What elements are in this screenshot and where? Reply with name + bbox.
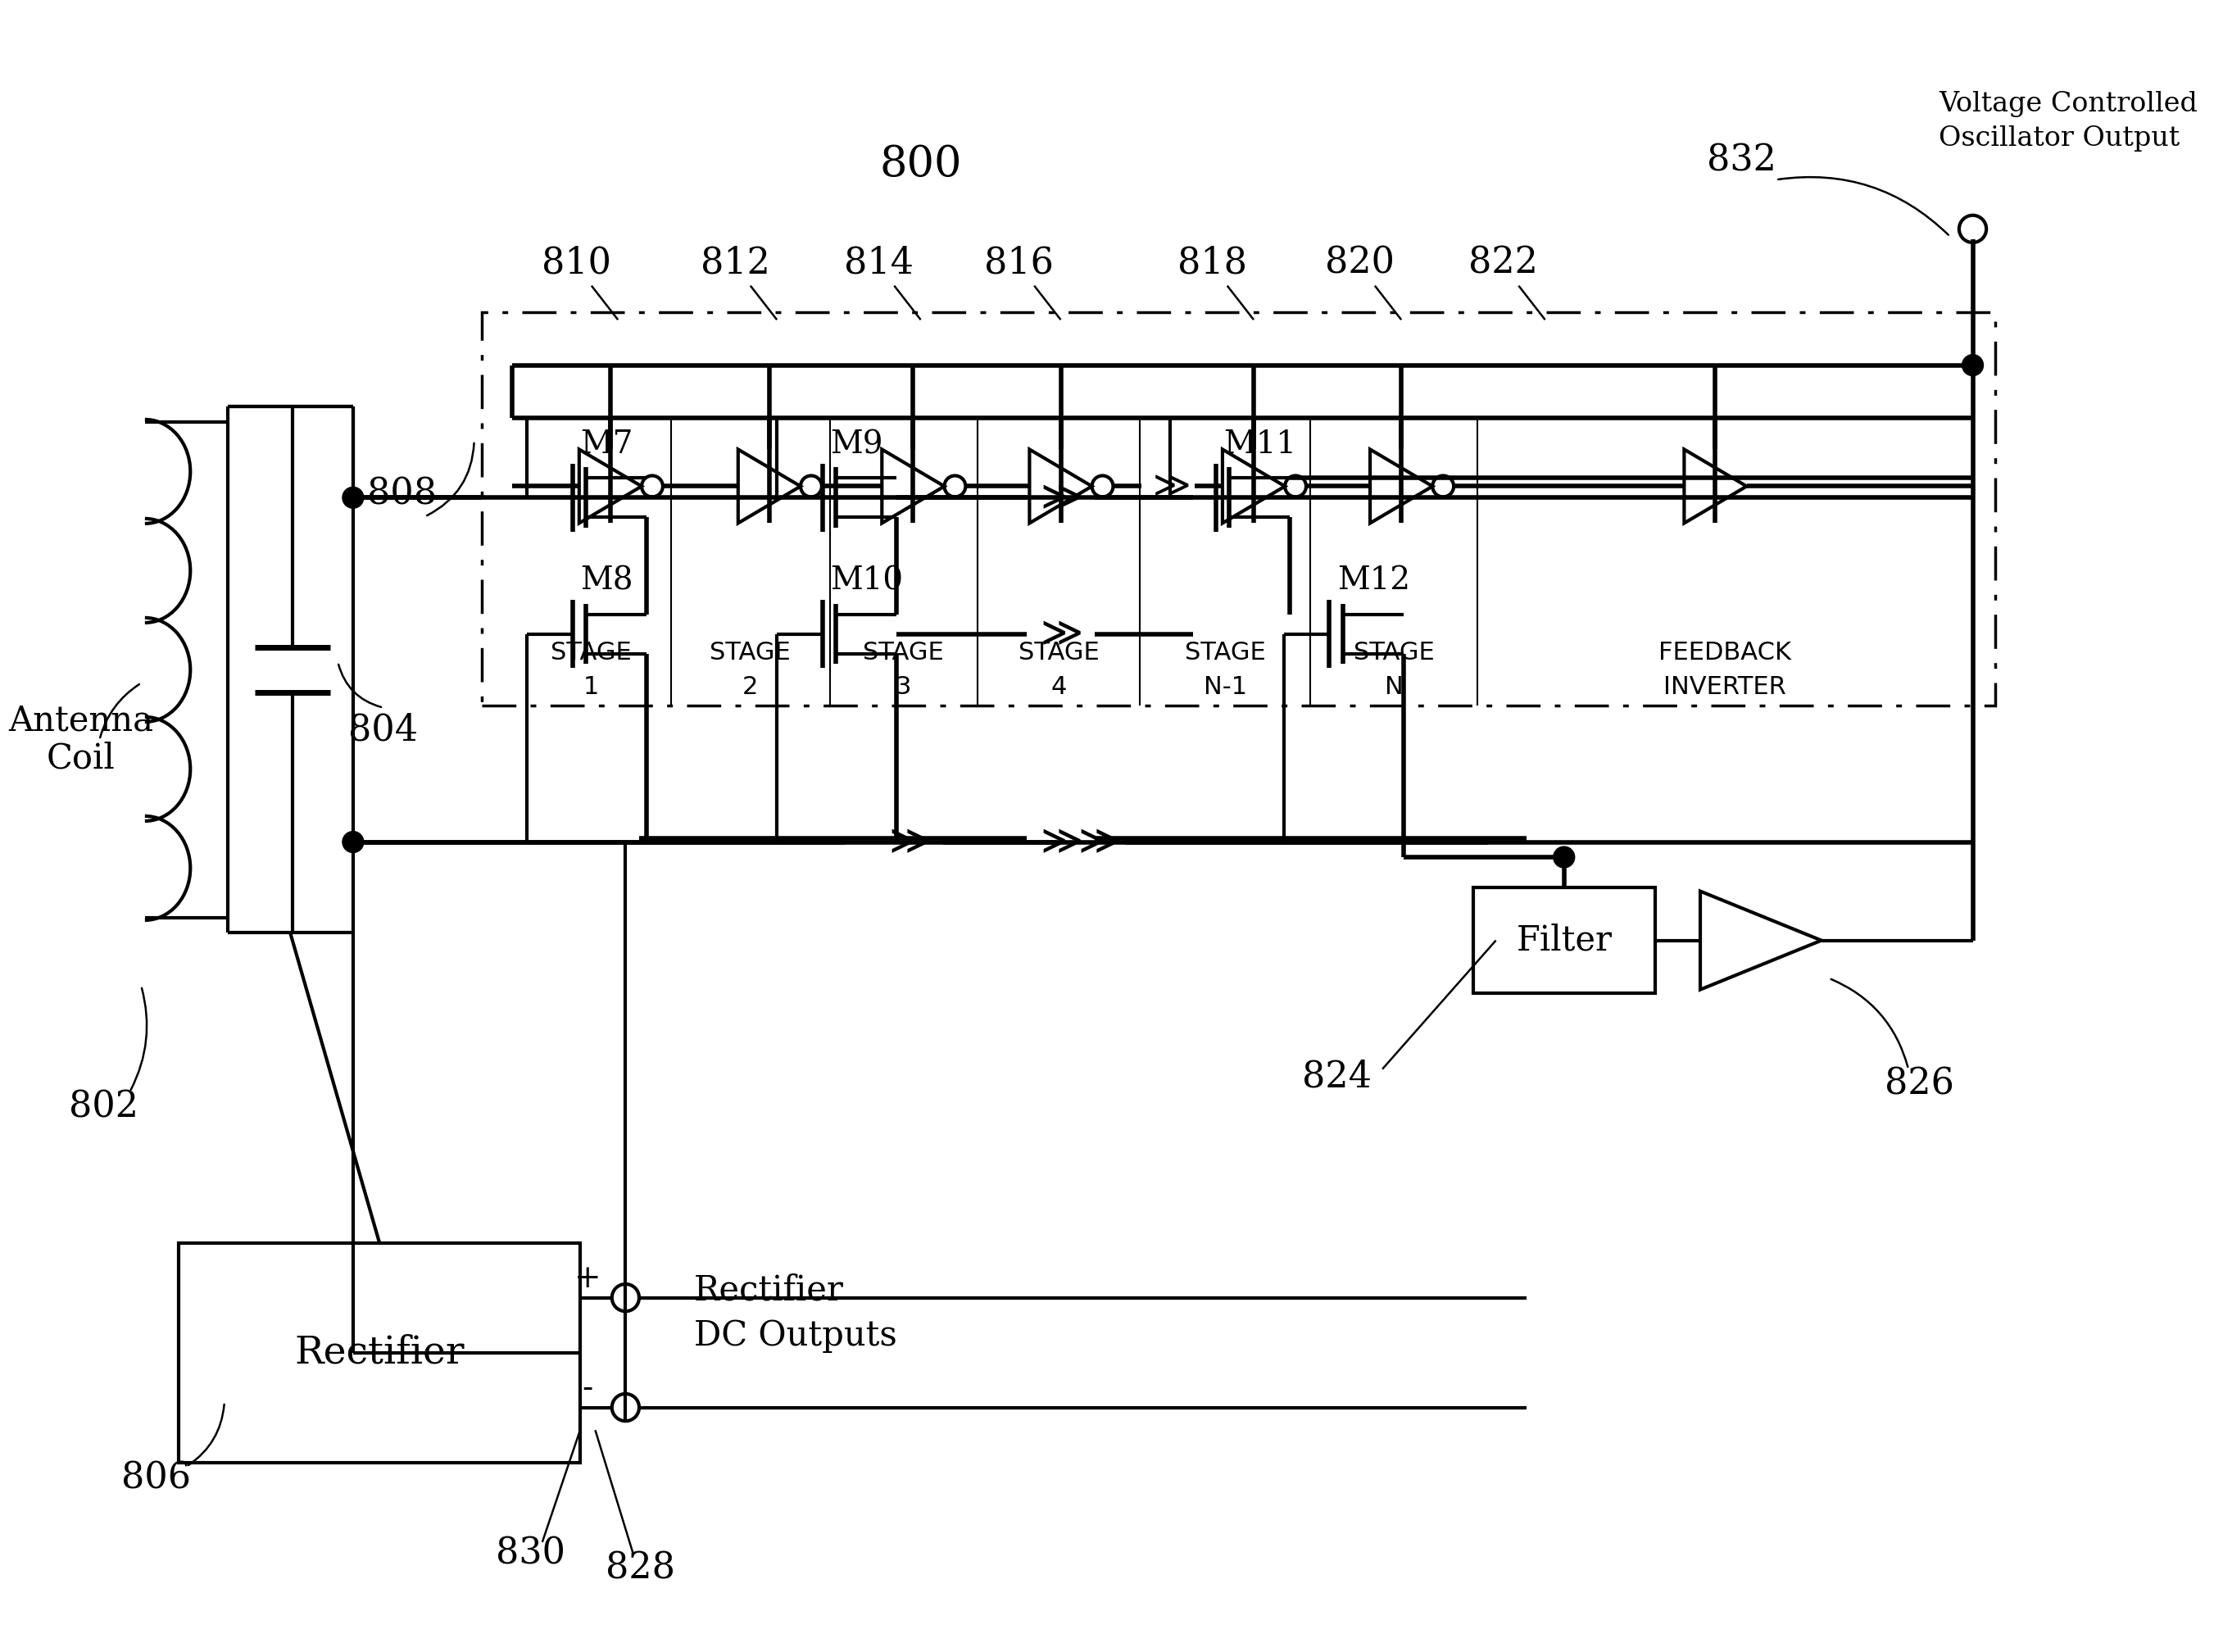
Text: STAGE: STAGE xyxy=(1353,641,1435,664)
Text: M12: M12 xyxy=(1337,565,1410,596)
Circle shape xyxy=(1962,355,1984,375)
Text: 820: 820 xyxy=(1324,244,1395,281)
Text: 832: 832 xyxy=(1707,144,1776,178)
Text: $\gg$: $\gg$ xyxy=(1069,823,1120,862)
FancyArrowPatch shape xyxy=(427,443,474,515)
Text: $\gg$: $\gg$ xyxy=(1032,615,1083,654)
Text: STAGE: STAGE xyxy=(551,641,631,664)
Text: N-1: N-1 xyxy=(1204,676,1246,699)
Text: Rectifier: Rectifier xyxy=(294,1335,465,1371)
Text: 804: 804 xyxy=(348,712,418,748)
Text: M9: M9 xyxy=(830,430,883,459)
Text: Voltage Controlled: Voltage Controlled xyxy=(1939,91,2199,117)
Text: Filter: Filter xyxy=(1517,923,1612,958)
Text: Coil: Coil xyxy=(46,742,115,776)
Text: N: N xyxy=(1384,676,1404,699)
Circle shape xyxy=(343,487,363,509)
FancyArrowPatch shape xyxy=(339,664,381,707)
Text: DC Outputs: DC Outputs xyxy=(693,1318,897,1353)
Text: M8: M8 xyxy=(580,565,633,596)
Text: STAGE: STAGE xyxy=(711,641,790,664)
Text: Antenna: Antenna xyxy=(9,704,153,738)
Text: STAGE: STAGE xyxy=(1018,641,1100,664)
Text: 818: 818 xyxy=(1178,244,1246,281)
Text: 4: 4 xyxy=(1052,676,1067,699)
FancyArrowPatch shape xyxy=(131,988,146,1090)
Text: -: - xyxy=(582,1373,593,1404)
Text: STAGE: STAGE xyxy=(1184,641,1266,664)
Text: M11: M11 xyxy=(1224,430,1297,459)
Text: 806: 806 xyxy=(122,1460,190,1495)
Text: $\gg$: $\gg$ xyxy=(1145,469,1189,504)
Text: 810: 810 xyxy=(542,244,611,281)
Text: 828: 828 xyxy=(607,1551,675,1586)
Text: 826: 826 xyxy=(1884,1067,1955,1102)
Text: +: + xyxy=(573,1264,600,1294)
Text: 808: 808 xyxy=(368,476,436,512)
Bar xyxy=(1472,887,1654,993)
Text: 812: 812 xyxy=(700,244,770,281)
Circle shape xyxy=(343,831,363,852)
Text: 3: 3 xyxy=(897,676,912,699)
Text: $\gg$: $\gg$ xyxy=(1032,477,1083,517)
Text: 800: 800 xyxy=(879,144,961,185)
Text: 822: 822 xyxy=(1468,244,1539,281)
Text: $\gg$: $\gg$ xyxy=(1032,823,1083,862)
Bar xyxy=(483,312,1995,705)
Circle shape xyxy=(1554,846,1574,867)
Text: FEEDBACK: FEEDBACK xyxy=(1658,641,1791,664)
FancyArrowPatch shape xyxy=(1831,980,1908,1067)
Text: 830: 830 xyxy=(496,1536,567,1571)
Text: $\gg$: $\gg$ xyxy=(881,823,930,862)
Text: M10: M10 xyxy=(830,565,903,596)
Text: 1: 1 xyxy=(584,676,600,699)
Text: 802: 802 xyxy=(69,1089,137,1125)
FancyArrowPatch shape xyxy=(188,1404,224,1465)
Text: Rectifier: Rectifier xyxy=(693,1274,844,1307)
Text: STAGE: STAGE xyxy=(863,641,943,664)
Text: 2: 2 xyxy=(742,676,759,699)
Text: INVERTER: INVERTER xyxy=(1663,676,1787,699)
Text: 816: 816 xyxy=(985,244,1054,281)
Text: Oscillator Output: Oscillator Output xyxy=(1939,126,2181,152)
Text: 814: 814 xyxy=(844,244,914,281)
FancyArrowPatch shape xyxy=(100,684,139,738)
FancyArrowPatch shape xyxy=(1778,177,1948,235)
Bar xyxy=(179,1244,580,1462)
Text: M7: M7 xyxy=(580,430,633,459)
Text: 824: 824 xyxy=(1302,1059,1373,1094)
